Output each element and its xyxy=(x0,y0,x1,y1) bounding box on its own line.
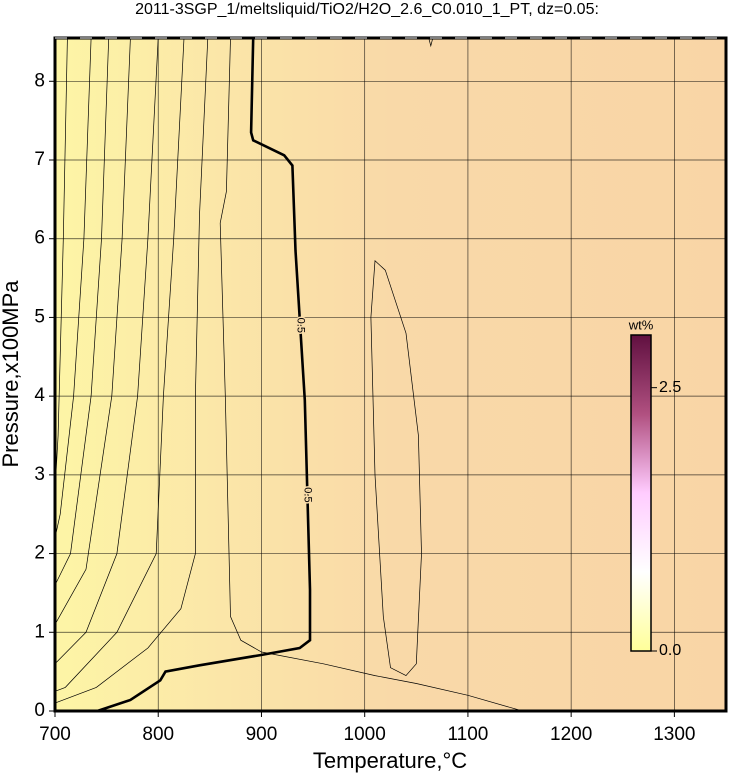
contour-line xyxy=(54,37,209,704)
contour-line xyxy=(428,37,434,48)
contour-line xyxy=(370,260,422,677)
x-tick-label: 1100 xyxy=(447,724,488,745)
contour-line xyxy=(54,37,185,692)
y-tick-label: 8 xyxy=(34,70,45,91)
x-tick-label: 900 xyxy=(246,724,278,745)
y-tick-label: 1 xyxy=(34,621,45,642)
y-tick-label: 4 xyxy=(34,385,45,406)
contour-line xyxy=(54,37,159,665)
contour-line xyxy=(54,37,68,491)
x-axis-label: Temperature,°C xyxy=(313,748,467,773)
contour-line xyxy=(54,37,92,538)
contour-line xyxy=(54,37,131,625)
colorbar-tick-label: 0.0 xyxy=(659,642,681,659)
x-tick-label: 1300 xyxy=(653,724,695,745)
y-tick-label: 0 xyxy=(34,700,45,721)
contour-line xyxy=(54,37,110,586)
plot-background xyxy=(55,38,726,711)
contour-label: 0.5 xyxy=(301,487,313,502)
colorbar-label: wt% xyxy=(628,317,654,332)
contour-label: 0.5 xyxy=(294,318,306,333)
chart-title: 2011-3SGP_1/meltsliquid/TiO2/H2O_2.6_C0.… xyxy=(135,1,599,18)
contour-line xyxy=(219,37,523,712)
x-tick-label: 800 xyxy=(142,724,174,745)
contour-line-labeled xyxy=(96,37,312,713)
x-tick-label: 1000 xyxy=(344,724,386,745)
x-tick-label: 1200 xyxy=(550,724,592,745)
x-tick-label: 700 xyxy=(39,724,71,745)
colorbar xyxy=(630,334,652,652)
y-tick-label: 5 xyxy=(34,306,45,327)
y-axis-label: Pressure,x100MPa xyxy=(0,280,23,468)
y-tick-label: 3 xyxy=(34,464,45,485)
y-tick-label: 2 xyxy=(34,543,45,564)
y-tick-label: 7 xyxy=(34,149,45,170)
y-tick-label: 6 xyxy=(34,228,45,249)
colorbar-tick-label: 2.5 xyxy=(659,379,681,396)
